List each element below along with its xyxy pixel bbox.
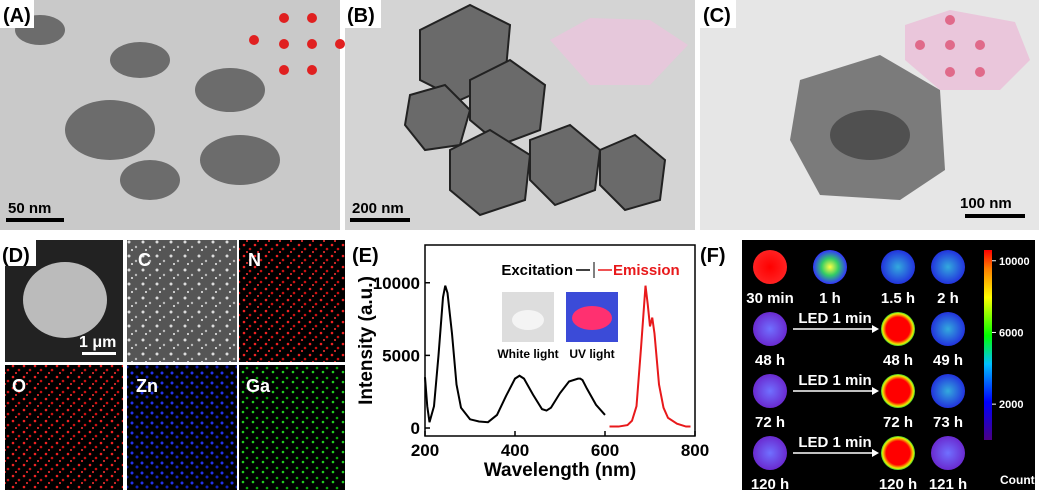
scale-label: 1 μm [79,334,116,351]
scale-label: 100 nm [960,195,1012,212]
colorbar-tick-label: 10000 [999,256,1030,268]
time-label: 2 h [937,290,959,307]
well [753,312,787,346]
arrow-label: LED 1 min [798,434,871,451]
crystal-model [905,10,1030,90]
time-label: 1.5 h [881,290,915,307]
plot-frame [424,244,696,437]
well [753,374,787,408]
scale-bar [965,214,1025,218]
glow [572,306,612,330]
map-ga [239,365,345,490]
panel-label: (E) [352,245,379,267]
well [753,250,787,284]
time-label: 121 h [929,476,967,491]
panel-label: (D) [2,245,30,267]
well [931,312,965,346]
scale-bar [350,218,410,222]
y-tick-label: 5000 [382,346,420,365]
map-zn [127,365,237,490]
sem-cluster [23,262,107,338]
time-label: 48 h [883,352,913,369]
particles [403,3,667,217]
time-label: 72 h [755,414,785,431]
panel-label: (A) [3,5,31,27]
panel-label: (C) [703,5,731,27]
time-label: 1 h [819,290,841,307]
map-label: N [248,250,261,270]
dark-region [830,110,910,160]
time-label: 72 h [883,414,913,431]
well [881,312,915,346]
arrow-label: LED 1 min [798,372,871,389]
lattice-dots [915,15,985,77]
colorbar-tick-label: 6000 [999,327,1023,339]
powder [512,310,544,330]
colorbar-tick-label: 2000 [999,399,1023,411]
arrow-head [872,449,879,457]
time-label: 120 h [751,476,789,491]
time-label: 73 h [933,414,963,431]
lattice-dots [249,13,345,75]
y-tick-label: 10000 [373,274,420,293]
x-tick-label: 600 [591,441,619,460]
label-bg [700,0,736,28]
legend-label: Emission [613,262,680,279]
map-c [127,240,237,362]
map-label: Zn [136,376,158,396]
label-bg [0,0,34,28]
colorbar [984,250,992,440]
well [881,374,915,408]
arrow-head [872,387,879,395]
arrow-head [872,325,879,333]
inset-label: UV light [569,347,614,361]
panel-label: (F) [700,245,726,267]
x-axis-label: Wavelength (nm) [484,460,636,481]
well [931,374,965,408]
well [931,436,965,470]
map-label: O [12,376,26,396]
legend-label: Excitation [501,262,573,279]
time-label: 49 h [933,352,963,369]
map-n [239,240,345,362]
scale-bar [6,218,64,222]
crystal-model [550,18,688,85]
map-label: C [138,250,151,270]
scale-label: 200 nm [352,200,404,217]
x-tick-label: 400 [501,441,529,460]
time-label: 120 h [879,476,917,491]
particles [15,15,280,200]
series-line [424,285,606,424]
arrow-label: LED 1 min [798,310,871,327]
inset-label: White light [497,347,558,361]
panel-label: (B) [347,5,375,27]
series-line [609,285,691,428]
colorbar-label: Counts [1000,473,1039,487]
label-bg [345,0,381,28]
map-o [5,365,123,490]
well [813,250,847,284]
scale-label: 50 nm [8,200,51,217]
well [931,250,965,284]
well [753,436,787,470]
y-axis-label: Intensity (a.u.) [356,276,377,405]
scale-bar [82,352,116,355]
well [881,250,915,284]
time-label: 30 min [746,290,794,307]
label-bg [0,240,36,266]
map-label: Ga [246,376,271,396]
y-tick-label: 0 [411,419,420,438]
well [881,436,915,470]
x-tick-label: 200 [411,441,439,460]
time-label: 48 h [755,352,785,369]
x-tick-label: 800 [681,441,709,460]
